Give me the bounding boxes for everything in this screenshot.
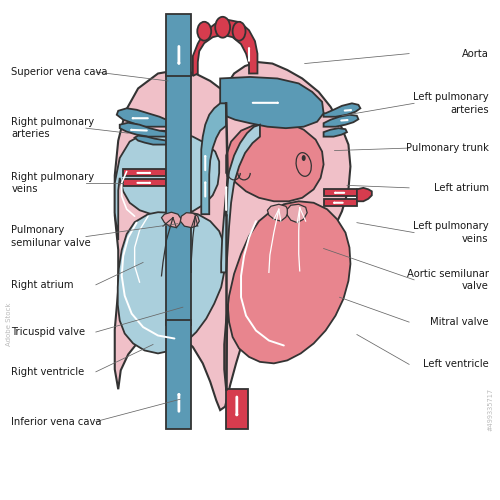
Text: Adobe Stock: Adobe Stock	[6, 303, 12, 346]
Polygon shape	[226, 389, 248, 429]
Ellipse shape	[232, 22, 245, 40]
Text: Superior vena cava: Superior vena cava	[12, 67, 108, 77]
Polygon shape	[115, 62, 350, 410]
Text: Tricuspid valve: Tricuspid valve	[12, 327, 86, 337]
Text: Right atrium: Right atrium	[12, 280, 74, 290]
Text: Left pulmonary
arteries: Left pulmonary arteries	[413, 92, 488, 114]
Polygon shape	[180, 212, 200, 228]
Text: Aorta: Aorta	[462, 48, 488, 58]
Text: Right pulmonary
veins: Right pulmonary veins	[12, 172, 94, 194]
Text: Pulmonary trunk: Pulmonary trunk	[406, 143, 488, 153]
Polygon shape	[162, 212, 182, 228]
Text: #499335717: #499335717	[488, 388, 494, 430]
Polygon shape	[357, 188, 372, 202]
Text: Inferior vena cava: Inferior vena cava	[12, 416, 102, 426]
Polygon shape	[220, 77, 324, 128]
Polygon shape	[324, 115, 358, 126]
Ellipse shape	[198, 22, 211, 40]
Polygon shape	[123, 170, 166, 176]
Text: Left ventricle: Left ventricle	[423, 360, 488, 370]
Polygon shape	[120, 122, 166, 136]
Polygon shape	[193, 20, 258, 76]
Text: Left atrium: Left atrium	[434, 183, 488, 193]
Polygon shape	[166, 74, 192, 324]
Polygon shape	[118, 211, 226, 354]
Text: Mitral valve: Mitral valve	[430, 317, 488, 327]
Polygon shape	[224, 202, 350, 390]
Polygon shape	[115, 130, 219, 240]
Polygon shape	[202, 104, 226, 214]
Polygon shape	[268, 204, 289, 221]
Ellipse shape	[302, 155, 306, 161]
Polygon shape	[324, 190, 357, 196]
Polygon shape	[324, 200, 357, 206]
Text: Pulmonary
semilunar valve: Pulmonary semilunar valve	[12, 226, 91, 248]
Polygon shape	[166, 320, 192, 429]
Polygon shape	[116, 108, 166, 126]
Polygon shape	[123, 180, 166, 186]
Text: Aortic semilunar
valve: Aortic semilunar valve	[406, 268, 488, 291]
Polygon shape	[226, 122, 324, 202]
Text: Right pulmonary
arteries: Right pulmonary arteries	[12, 117, 94, 140]
Polygon shape	[221, 124, 260, 272]
Text: Left pulmonary
veins: Left pulmonary veins	[413, 222, 488, 244]
Polygon shape	[288, 204, 307, 222]
Polygon shape	[324, 128, 347, 136]
Polygon shape	[166, 14, 192, 76]
Polygon shape	[324, 104, 360, 117]
Text: Right ventricle: Right ventricle	[12, 367, 85, 377]
Ellipse shape	[215, 17, 230, 38]
Polygon shape	[134, 136, 166, 144]
